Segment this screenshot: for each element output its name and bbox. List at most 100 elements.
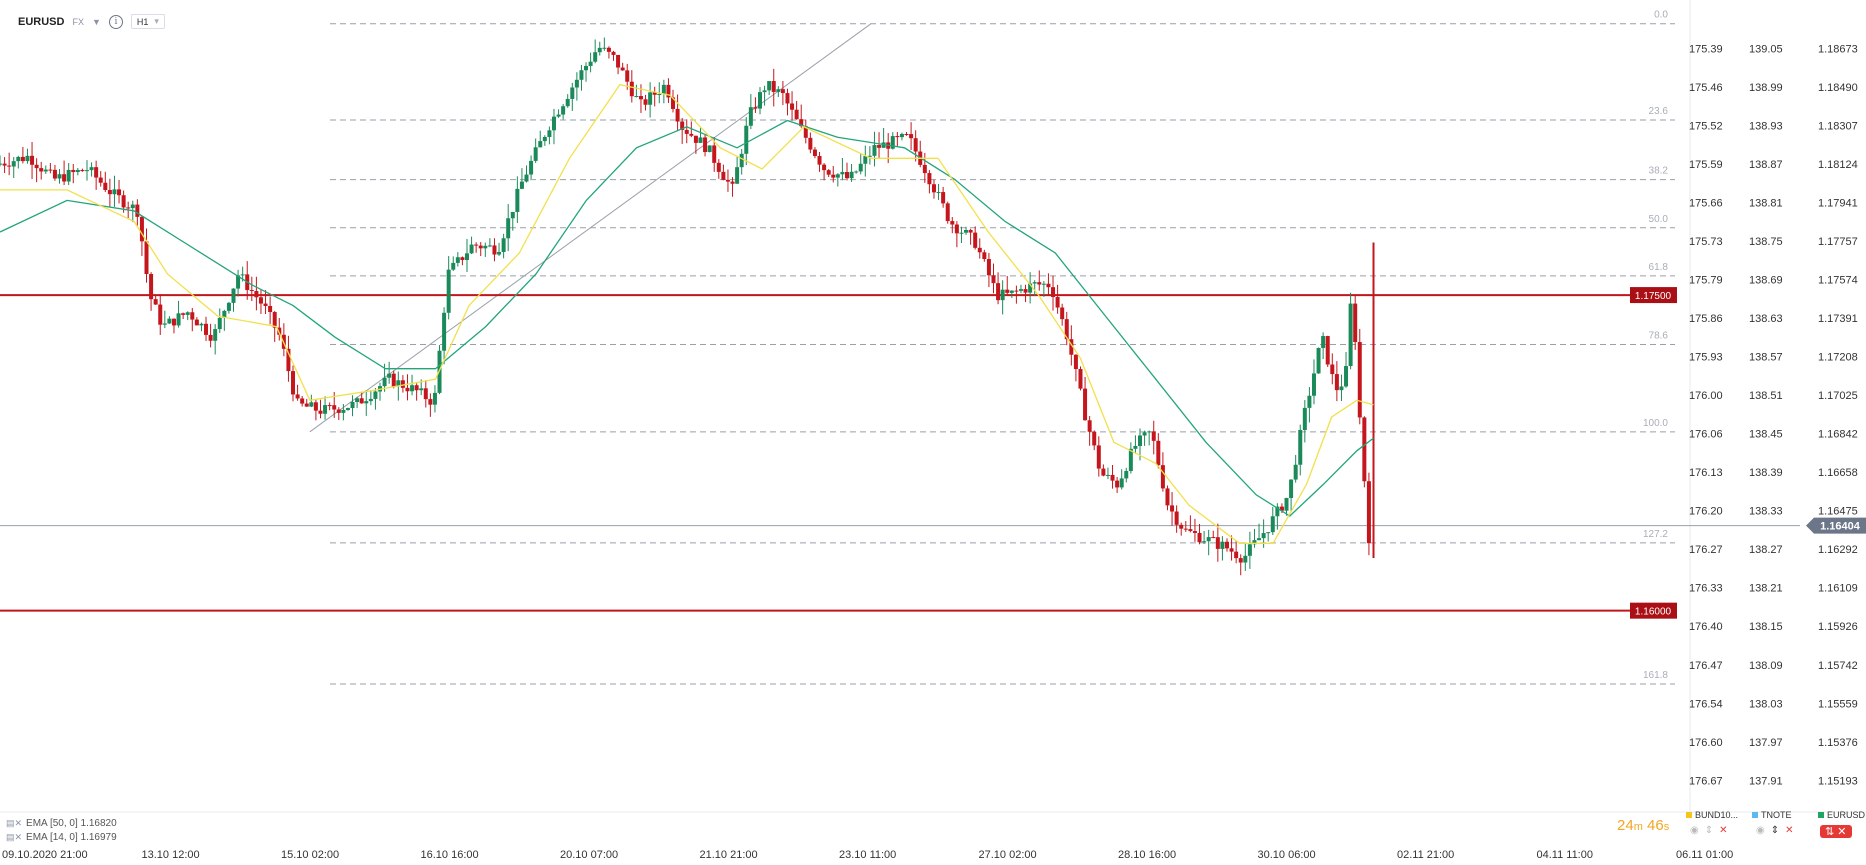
candle-body: [7, 165, 12, 167]
candle-body: [16, 156, 21, 162]
settings-icon[interactable]: ▤✕: [6, 818, 23, 828]
symbol-label[interactable]: EURUSD: [18, 15, 65, 28]
aux-axis-1-tick: 175.73: [1689, 236, 1723, 248]
candle-body: [661, 84, 666, 95]
candle-body: [863, 156, 868, 164]
eye-icon[interactable]: ◉: [1756, 825, 1765, 836]
candle-body: [739, 153, 744, 168]
candle-body: [304, 403, 309, 407]
candle-body: [964, 230, 969, 233]
candle-body: [1119, 478, 1124, 488]
sort-icon[interactable]: ⇕: [1770, 825, 1780, 836]
candle-body: [1018, 289, 1023, 291]
candle-body: [922, 164, 927, 174]
candle-body: [80, 169, 85, 172]
candle-body: [277, 327, 282, 335]
candle-body: [698, 137, 703, 143]
candle-body: [1302, 407, 1307, 430]
watchlist-item-tnote[interactable]: TNOTE: [1752, 810, 1792, 820]
candle-body: [794, 109, 799, 120]
candle-body: [460, 257, 465, 260]
aux-axis-1-tick: 175.86: [1689, 313, 1723, 325]
aux-axis-2-tick: 138.51: [1749, 390, 1783, 402]
info-icon[interactable]: i: [108, 14, 123, 29]
candle-body: [43, 169, 48, 172]
price-axis-tick: 1.17574: [1818, 275, 1858, 287]
watchlist-item-eurusd[interactable]: EURUSD: [1818, 810, 1865, 820]
price-axis-tick: 1.16475: [1818, 506, 1858, 518]
candle-body: [341, 409, 346, 413]
candle-body: [34, 164, 39, 169]
candle-body: [1353, 303, 1358, 343]
price-axis-tick: 1.16658: [1818, 467, 1858, 479]
candle-body: [410, 385, 415, 392]
aux-axis-2-tick: 138.21: [1749, 583, 1783, 595]
candle-body: [1284, 497, 1289, 511]
candle-body: [758, 92, 763, 109]
level-price-tag: [1630, 287, 1677, 304]
candle-body: [300, 398, 305, 404]
candle-body: [858, 163, 863, 172]
candle-body: [414, 385, 419, 391]
candle-body: [703, 137, 708, 153]
timeframe-select[interactable]: H1 ▾: [130, 14, 165, 29]
candle-body: [1060, 307, 1065, 320]
close-icon[interactable]: ✕: [1719, 825, 1728, 836]
candle-body: [432, 392, 437, 405]
aux-axis-2-tick: 138.93: [1749, 120, 1783, 132]
candle-body: [1133, 445, 1138, 449]
swap-icon[interactable]: ⇅ ✕: [1820, 825, 1852, 838]
candle-body: [762, 90, 767, 93]
close-icon[interactable]: ✕: [1785, 825, 1794, 836]
candle-body: [611, 51, 616, 55]
candle-body: [712, 145, 717, 163]
candle-body: [556, 114, 561, 117]
watchlist-item-bund[interactable]: BUND10...: [1686, 810, 1738, 820]
candle-body: [176, 313, 181, 326]
candle-body: [1192, 531, 1197, 533]
sort-icon[interactable]: ⇕: [1704, 825, 1714, 836]
candle-body: [1334, 374, 1339, 391]
candle-body: [112, 189, 117, 195]
settings-icon[interactable]: ▤✕: [6, 832, 23, 842]
indicator-ema-14[interactable]: ▤✕ EMA [14, 0] 1.16979: [6, 832, 117, 843]
market-label: FX: [72, 16, 84, 27]
candle-body: [25, 155, 30, 162]
candle-body: [927, 173, 932, 185]
candle-body: [1156, 440, 1161, 466]
aux-axis-1-tick: 176.54: [1689, 698, 1723, 710]
candle-body: [11, 161, 16, 167]
candle-body: [931, 184, 936, 193]
candle-body: [1073, 354, 1078, 370]
candle-body: [895, 136, 900, 138]
candle-body: [0, 163, 2, 165]
aux-axis-1-tick: 175.66: [1689, 197, 1723, 209]
candle-body: [812, 149, 817, 157]
candle-body: [1170, 505, 1175, 512]
aux-axis-1-tick: 175.79: [1689, 275, 1723, 287]
candle-body: [1270, 516, 1275, 533]
watchlist-controls-bund: ◉ ⇕ ✕: [1690, 825, 1728, 836]
indicator-label: EMA [50, 0] 1.16820: [26, 818, 117, 829]
candle-body: [684, 129, 689, 134]
aux-axis-1-tick: 176.13: [1689, 467, 1723, 479]
candle-body: [1078, 369, 1083, 389]
candle-body: [1032, 282, 1037, 284]
candle-body: [867, 155, 872, 157]
candle-body: [620, 67, 625, 71]
chevron-down-icon[interactable]: ▼: [91, 16, 101, 27]
time-axis-tick: 30.10 06:00: [1258, 849, 1316, 861]
ema-50-line: [0, 119, 1374, 517]
aux-axis-1-tick: 176.06: [1689, 429, 1723, 441]
candle-body: [689, 133, 694, 136]
price-axis-tick: 1.18124: [1818, 159, 1858, 171]
candle-body: [323, 405, 328, 414]
candle-body: [996, 283, 1001, 301]
price-axis-tick: 1.17941: [1818, 197, 1858, 209]
candle-body: [66, 169, 71, 182]
eye-icon[interactable]: ◉: [1690, 825, 1699, 836]
candle-body: [767, 81, 772, 91]
indicator-ema-50[interactable]: ▤✕ EMA [50, 0] 1.16820: [6, 818, 117, 829]
candle-body: [364, 401, 369, 404]
